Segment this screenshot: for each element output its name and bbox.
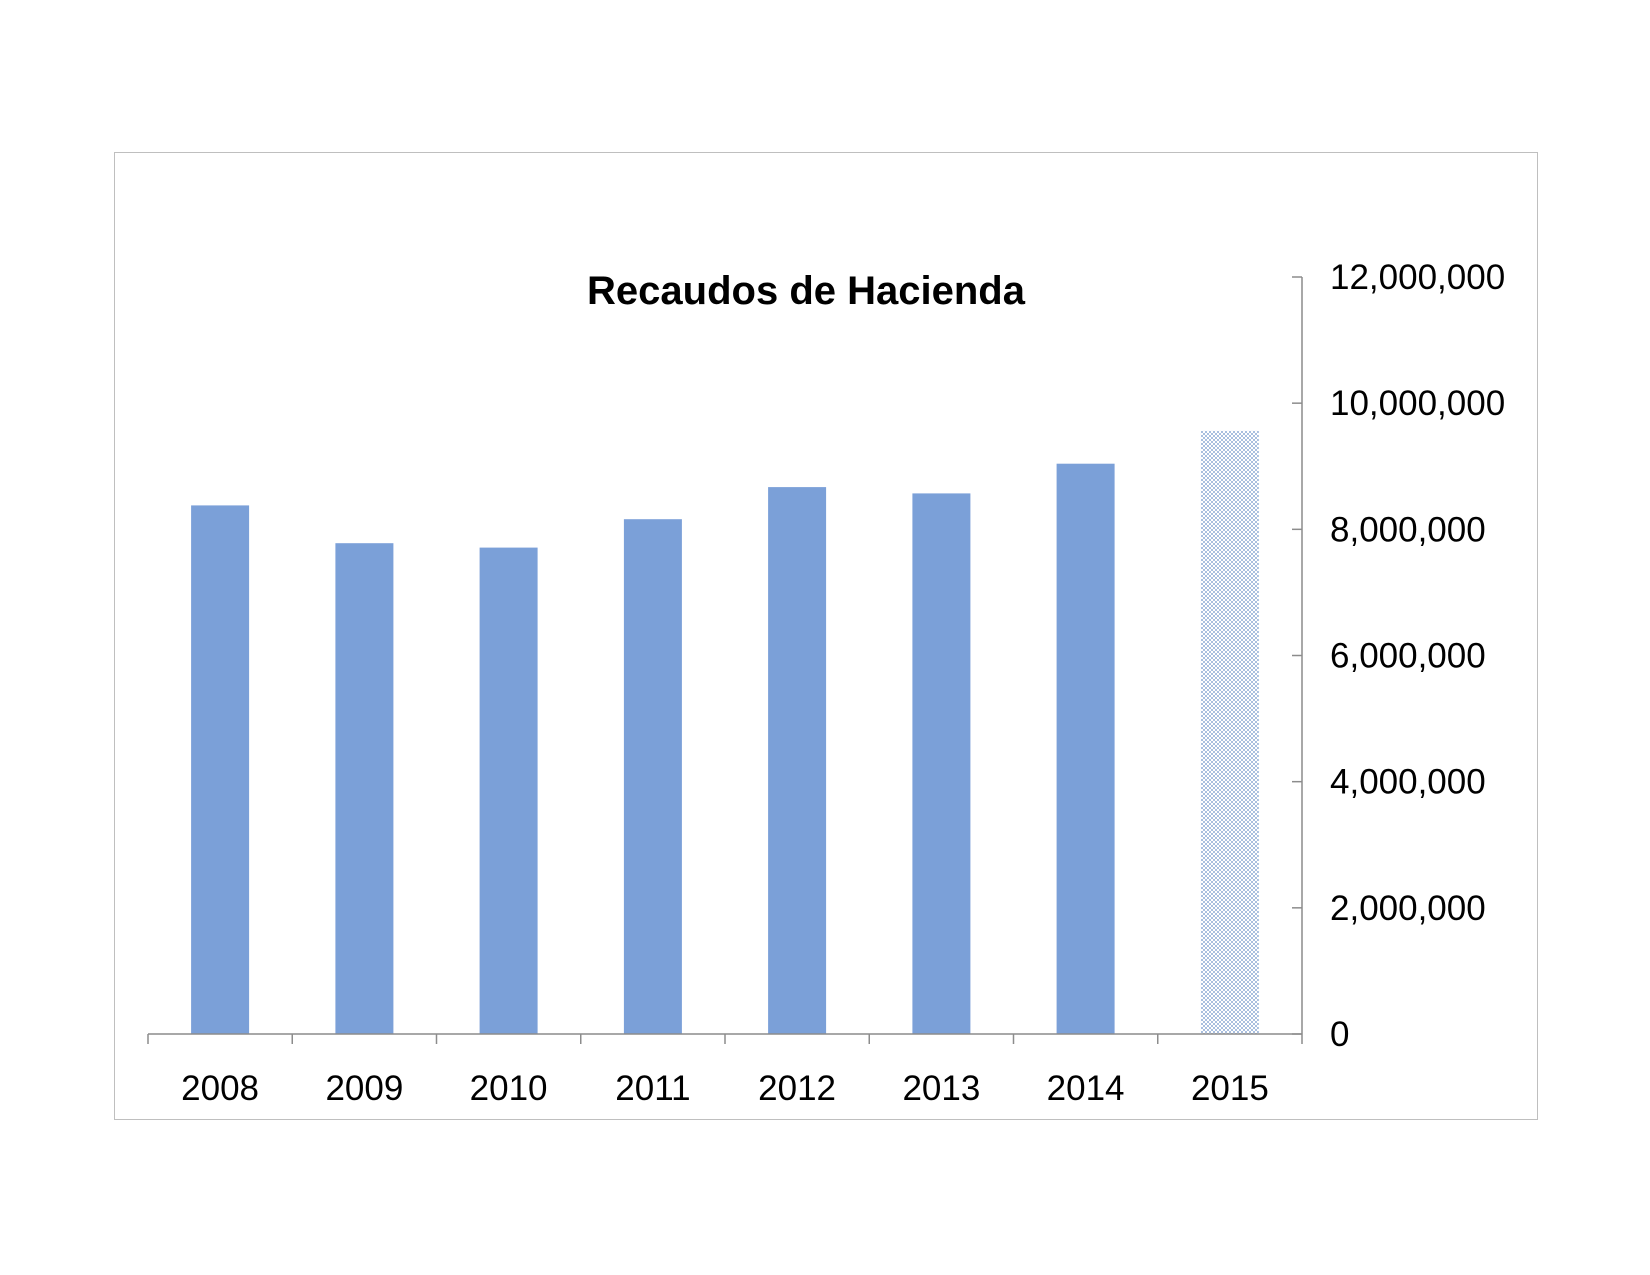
y-tick-labels-group: 0 2,000,000 4,000,000 6,000,000 8,000,000 10,…	[1330, 258, 1505, 1054]
y-tick-label: 10,000,000	[1330, 384, 1505, 423]
bar-2010	[479, 547, 538, 1034]
x-tick-label: 2011	[615, 1069, 690, 1108]
y-tick-label: 6,000,000	[1330, 637, 1486, 676]
bar-2012	[768, 487, 827, 1035]
bar-2009	[335, 543, 394, 1034]
bar-2011	[623, 519, 682, 1034]
x-tick-label: 2010	[470, 1069, 548, 1108]
y-tick-label: 0	[1330, 1015, 1349, 1054]
chart-frame: Recaudos de Hacienda 2008 2009 2010 2011 201…	[114, 152, 1538, 1120]
x-tick-label: 2015	[1191, 1069, 1269, 1108]
y-tick-label: 12,000,000	[1330, 258, 1505, 297]
chart-title: Recaudos de Hacienda	[587, 269, 1026, 313]
x-tick-label: 2009	[325, 1069, 403, 1108]
axes-group	[147, 276, 1303, 1044]
x-tick-label: 2012	[758, 1069, 836, 1108]
bar-2013	[912, 493, 971, 1034]
x-tick-labels-group: 2008 2009 2010 2011 2012 2013 2014 2015	[181, 1069, 1269, 1108]
x-tick-label: 2013	[902, 1069, 980, 1108]
chart-canvas: Recaudos de Hacienda 2008 2009 2010 2011 201…	[147, 258, 1505, 1108]
y-tick-label: 4,000,000	[1330, 763, 1486, 802]
x-tick-label: 2008	[181, 1069, 259, 1108]
bar-2008	[191, 505, 250, 1034]
x-tick-label: 2014	[1047, 1069, 1125, 1108]
y-tick-label: 8,000,000	[1330, 510, 1486, 549]
y-tick-label: 2,000,000	[1330, 889, 1486, 928]
bar-2014	[1056, 463, 1115, 1034]
bar-2015	[1200, 430, 1259, 1034]
bars-group	[191, 430, 1259, 1035]
